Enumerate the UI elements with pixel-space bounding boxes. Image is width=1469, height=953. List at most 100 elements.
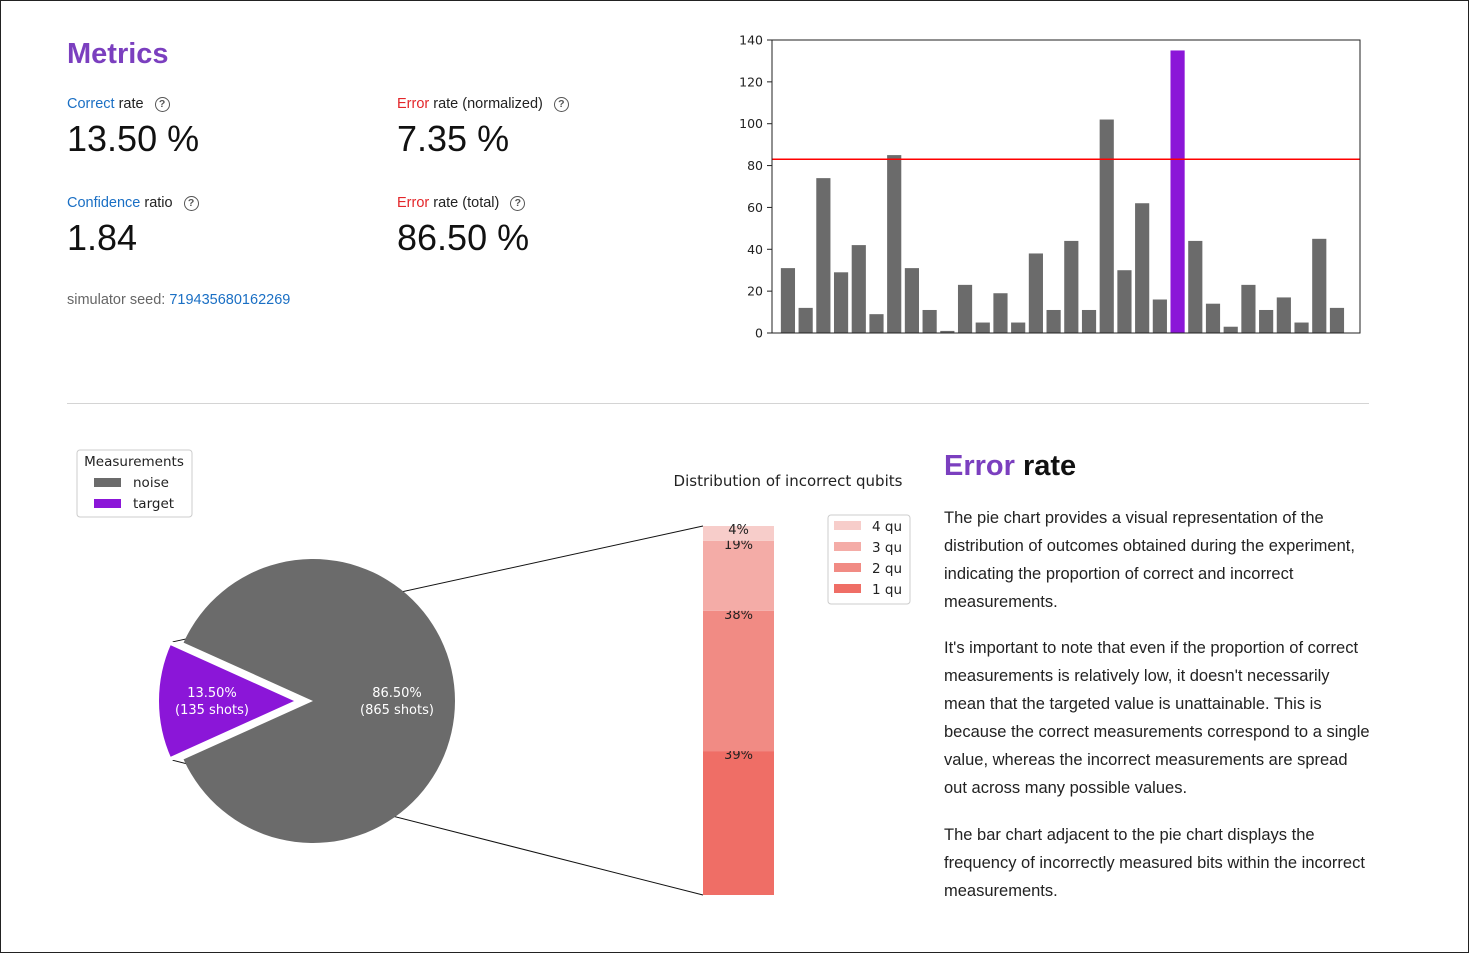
bar	[1081, 309, 1097, 333]
legend-label: 1 qu	[872, 582, 902, 598]
bar	[1011, 322, 1026, 333]
metric-label-rest: rate	[118, 96, 144, 112]
metric-value: 86.50 %	[397, 217, 530, 258]
bar	[957, 284, 973, 333]
bar	[1329, 307, 1345, 333]
bar	[1117, 270, 1132, 333]
bar	[1028, 253, 1043, 333]
error-rate-paragraph: It's important to note that even if the …	[944, 639, 1370, 797]
metric-label-rest: rate (total)	[433, 195, 500, 211]
stacked-segment	[703, 610, 774, 752]
metric-label: Error rate (normalized) ?	[397, 96, 569, 112]
metric-label-rest: ratio	[144, 195, 173, 211]
segment-label: 39%	[724, 748, 753, 763]
y-tick-label: 120	[739, 74, 763, 89]
legend-swatch	[834, 563, 861, 572]
bar	[922, 309, 937, 333]
metric-label-rest: rate (normalized)	[433, 96, 543, 112]
y-tick-label: 60	[747, 200, 763, 215]
legend-swatch	[834, 521, 861, 530]
bar	[1135, 203, 1150, 333]
y-tick-label: 80	[747, 158, 763, 173]
segment-label: 38%	[724, 608, 753, 623]
pie-label-target: 13.50%	[187, 686, 237, 701]
legend-frame	[827, 514, 911, 605]
bar	[993, 293, 1008, 333]
segment-label: 19%	[724, 538, 753, 553]
question-circle-icon[interactable]: ?	[183, 195, 199, 211]
legend-label: noise	[133, 475, 169, 491]
legend-label: 3 qu	[872, 540, 902, 556]
outcome-bar-chart: 0 20 40 60 80 100 120 140	[739, 33, 1361, 341]
bar	[1099, 119, 1114, 334]
bar	[975, 322, 990, 333]
legend-label: 2 qu	[872, 561, 902, 577]
y-tick-label: 100	[739, 116, 763, 131]
metric-value: 13.50 %	[67, 118, 200, 159]
bar	[798, 307, 813, 333]
legend-label: target	[133, 496, 174, 512]
simulator-seed: simulator seed: 719435680162269	[67, 292, 290, 308]
error-rate-paragraph: The bar chart adjacent to the pie chart …	[944, 826, 1365, 900]
metric-value: 7.35 %	[397, 118, 510, 159]
bar	[1294, 322, 1309, 333]
bar	[1276, 297, 1291, 333]
plot-frame	[771, 39, 1361, 334]
seed-link[interactable]: 719435680162269	[169, 292, 291, 308]
bar	[1152, 299, 1167, 333]
section-divider	[67, 403, 1369, 404]
pie-slice-target	[155, 639, 304, 763]
error-rate-title-rest: rate	[1022, 450, 1077, 482]
stacked-segment	[703, 526, 774, 541]
y-tick-label: 0	[755, 326, 763, 341]
bar	[851, 245, 866, 333]
stacked-legend: 4 qu 3 qu 2 qu 1 qu	[827, 514, 911, 605]
legend-label: 4 qu	[872, 519, 902, 535]
bar	[1188, 240, 1203, 333]
stacked-segment	[703, 751, 774, 895]
seed-label: simulator seed:	[67, 292, 166, 308]
bar	[816, 178, 831, 333]
error-rate-title: Error rate	[944, 450, 1076, 483]
metric-label-accent: Correct	[67, 96, 115, 112]
error-rate-title-accent: Error	[944, 450, 1015, 482]
y-tick-label: 20	[747, 284, 763, 299]
bar	[904, 268, 919, 333]
pie-label-noise: 86.50%	[372, 686, 422, 701]
metric-label: Correct rate ?	[67, 96, 199, 112]
question-circle-icon[interactable]: ?	[154, 96, 170, 112]
pie-sublabel-target: (135 shots)	[175, 703, 249, 718]
metric-correct-rate: Correct rate ? 13.50 %	[67, 96, 199, 160]
metric-label: Confidence ratio ?	[67, 195, 199, 211]
metric-label-accent: Confidence	[67, 195, 141, 211]
error-rate-paragraph: The pie chart provides a visual represen…	[944, 509, 1355, 611]
bar	[1259, 309, 1274, 333]
legend-swatch	[94, 499, 121, 508]
metric-value: 1.84	[67, 217, 138, 258]
y-tick-label: 40	[747, 242, 763, 257]
legend-swatch	[834, 542, 861, 551]
bar	[869, 314, 884, 333]
bar	[1205, 303, 1221, 333]
target-bar	[1170, 50, 1185, 333]
metric-label-accent: Error	[397, 195, 430, 211]
y-tick-label: 140	[739, 33, 763, 48]
metric-error-rate-total: Error rate (total) ? 86.50 %	[397, 195, 529, 259]
bar	[1223, 326, 1238, 333]
bar	[1046, 309, 1061, 333]
metric-label: Error rate (total) ?	[397, 195, 529, 211]
bar	[780, 268, 796, 333]
metrics-title: Metrics	[67, 38, 169, 70]
segment-label: 4%	[728, 523, 749, 538]
bar	[887, 155, 902, 333]
question-circle-icon[interactable]: ?	[553, 96, 569, 112]
legend-swatch	[94, 478, 121, 487]
stacked-segment	[703, 540, 774, 611]
pie-with-breakdown-chart: 86.50% (865 shots) 13.50% (135 shots) Measur…	[76, 449, 911, 896]
legend-title: Measurements	[84, 454, 184, 470]
pie-legend: Measurements noise target	[76, 449, 193, 518]
pie-sublabel-noise: (865 shots)	[360, 703, 434, 718]
legend-swatch	[834, 584, 861, 593]
bar	[1312, 238, 1327, 333]
question-circle-icon[interactable]: ?	[510, 195, 526, 211]
